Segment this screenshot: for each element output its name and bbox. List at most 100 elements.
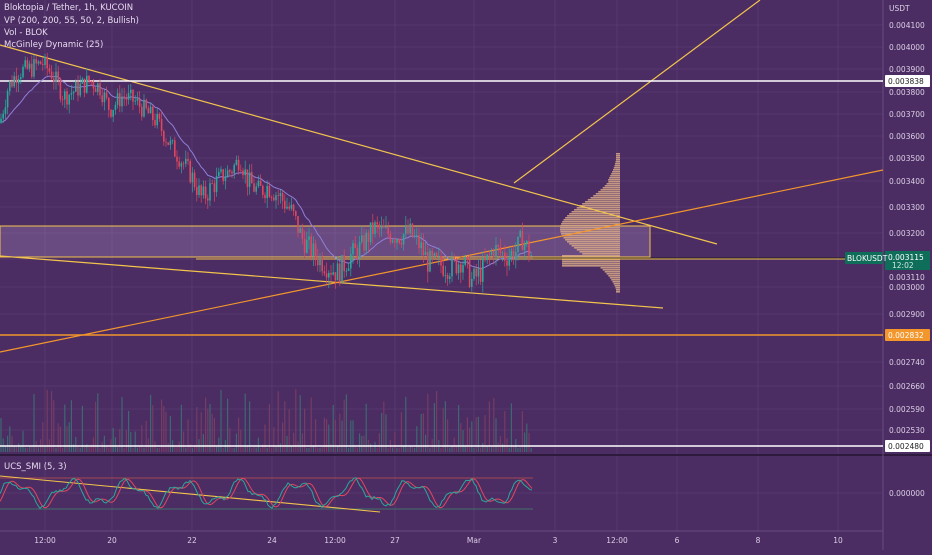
candle-body (59, 80, 62, 100)
vp-bar (560, 231, 620, 233)
mcginley-line (0, 75, 532, 270)
time-tick-label: 3 (553, 536, 558, 545)
candle-body (165, 141, 167, 143)
volume-bar (187, 419, 189, 452)
candle (446, 272, 449, 286)
volume-bar (341, 420, 343, 452)
candle (321, 252, 323, 276)
volume-bar (132, 447, 134, 452)
volume-bar (260, 447, 262, 452)
volume-bar (508, 447, 510, 452)
candle (77, 75, 79, 102)
volume-bar (418, 445, 420, 452)
volume-bar (279, 443, 281, 452)
candle (466, 256, 469, 269)
volume-bar (0, 417, 2, 452)
vp-bar (604, 271, 620, 273)
candle (119, 84, 121, 113)
legend-vol[interactable]: Vol - BLOK (4, 28, 48, 38)
legend-mcginley[interactable]: McGinley Dynamic (25) (4, 40, 104, 50)
candle (42, 58, 44, 71)
candle-body (160, 118, 163, 132)
oscillator-pane: 0.000000 (0, 475, 925, 513)
candle (358, 235, 361, 268)
volume-bar (334, 419, 336, 452)
volume-bar (293, 432, 295, 452)
volume-bar (403, 446, 405, 452)
candle (229, 168, 231, 177)
volume-bar (161, 399, 163, 452)
volume-bar (191, 447, 193, 452)
candle-body (387, 226, 389, 235)
legend-title[interactable]: Bloktopia / Tether, 1h, KUCOIN (4, 3, 134, 13)
candle-body (486, 254, 488, 261)
volume-bar (381, 412, 383, 452)
volume-bar (66, 426, 68, 452)
candle-body (46, 56, 48, 69)
volume-bar (51, 391, 53, 452)
vp-bar (563, 219, 620, 221)
candle (257, 175, 260, 188)
candle-body (189, 161, 191, 183)
volume-bar (174, 446, 176, 452)
volume-bar (266, 447, 268, 452)
candle-body (233, 164, 235, 174)
volume-bar (400, 412, 402, 452)
candle-body (457, 264, 460, 274)
level-tag-text: 0.002480 (888, 442, 924, 451)
candle-body (50, 71, 53, 79)
candle (185, 150, 187, 168)
candle (105, 86, 108, 101)
candle-body (44, 56, 46, 66)
volume-bar (233, 447, 235, 452)
vp-bar (600, 267, 620, 269)
oscillator-title[interactable]: UCS_SMI (5, 3) (4, 462, 67, 472)
price-tick-label: 0.003000 (889, 283, 925, 292)
volume-bar (493, 397, 495, 452)
volume-bar (308, 447, 310, 452)
candle-body (270, 197, 273, 198)
volume-bar (378, 433, 380, 452)
candle-body (504, 252, 506, 261)
candle (11, 75, 13, 88)
legend-vp[interactable]: VP (200, 200, 55, 50, 2, Bullish) (4, 16, 139, 26)
volume-bar (464, 446, 466, 452)
secondary-price-label: 0.003110 (889, 273, 925, 282)
vp-bar (567, 215, 620, 217)
price-tick-label: 0.003700 (889, 110, 925, 119)
vp-bar (616, 291, 620, 293)
candle (299, 224, 301, 234)
vp-bar (582, 253, 620, 255)
candle (211, 179, 213, 185)
vp-bar (614, 165, 620, 167)
candle-body (143, 99, 145, 117)
candle-body (211, 183, 213, 184)
candle-body (398, 239, 400, 243)
volume-bar (337, 446, 339, 452)
candle-body (295, 211, 297, 217)
candle (218, 167, 220, 177)
candle-body (145, 99, 147, 109)
level-tag-bg (885, 329, 930, 341)
candle-body (310, 236, 312, 257)
candle (528, 234, 530, 262)
osc-trendline (0, 475, 381, 513)
candle-body (396, 239, 398, 243)
candle (92, 78, 95, 96)
candle-body (130, 89, 132, 94)
volume-bar (156, 447, 158, 452)
candle (224, 168, 227, 190)
volume-bar (365, 403, 367, 452)
candle (158, 112, 161, 122)
volume-bar (398, 447, 400, 452)
candle-body (363, 235, 365, 251)
candle (400, 236, 403, 248)
candle (332, 262, 334, 276)
candle (310, 233, 312, 261)
candle-body (400, 242, 403, 245)
volume-bar (84, 446, 86, 452)
candle-body (26, 60, 29, 69)
volume-bar (125, 430, 127, 452)
